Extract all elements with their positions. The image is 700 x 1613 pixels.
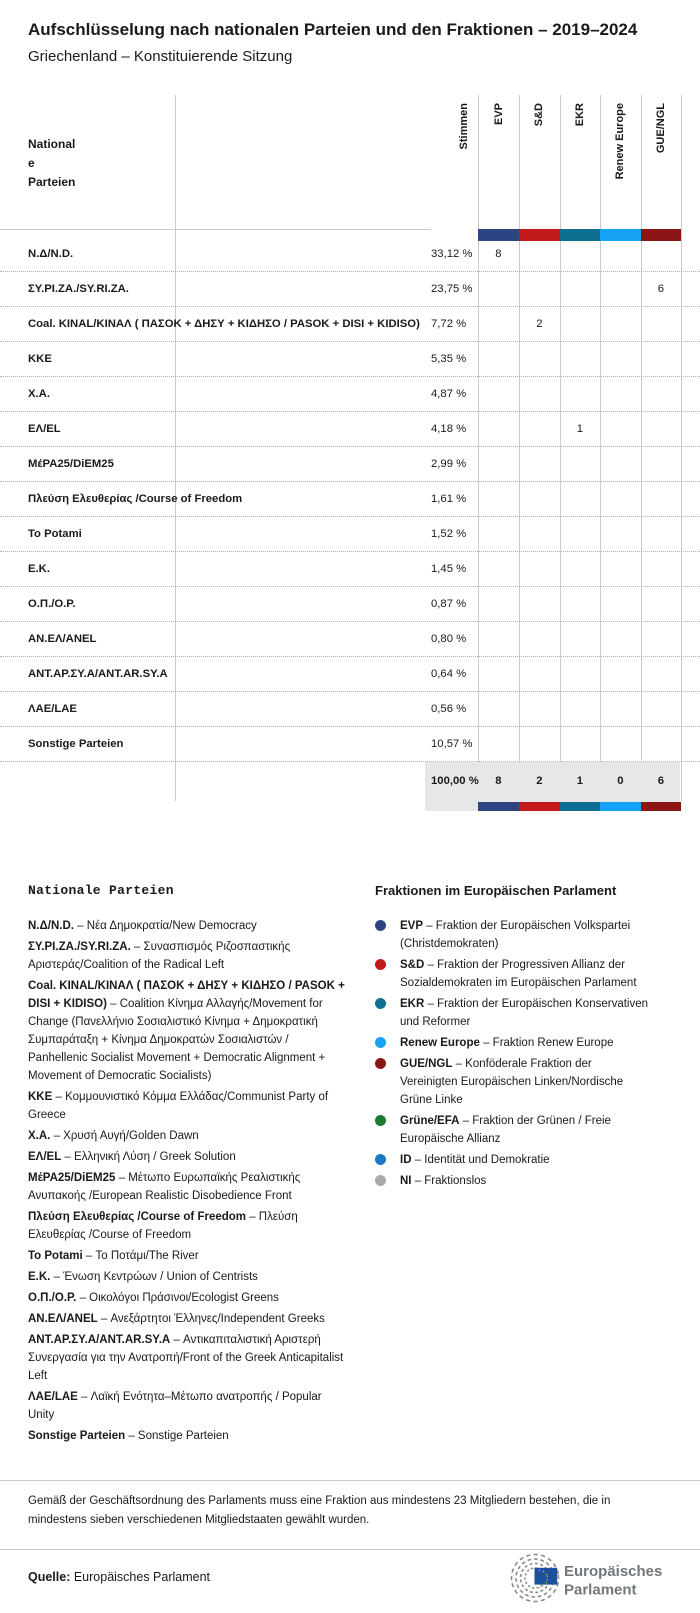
svg-text:Parlament: Parlament [564,1582,637,1599]
svg-text:Europäisches: Europäisches [564,1563,662,1580]
